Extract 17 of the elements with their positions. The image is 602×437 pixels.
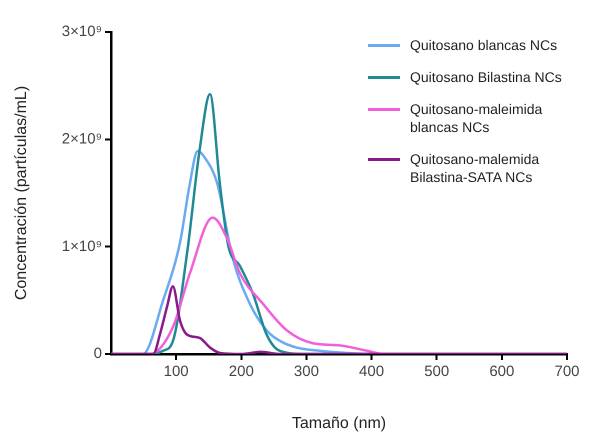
x-tick-label: 700 [554,363,580,380]
y-axis-title: Concentración (partículas/mL) [13,86,30,300]
y-tick-label: 3×10⁹ [62,23,102,40]
legend-label: Quitosano blancas NCs [410,36,558,54]
x-tick-label: 200 [228,363,254,380]
x-tick-label: 600 [489,363,514,380]
x-tick-label: 500 [424,363,450,380]
x-tick-label: 300 [294,363,319,380]
x-axis-title: Tamaño (nm) [292,414,386,432]
y-tick-label: 0 [94,345,102,362]
legend-label: Quitosano-maleimida blancas NCs [410,100,544,136]
legend-label: Quitosano Bilastina NCs [410,68,563,86]
y-tick-label: 1×10⁹ [62,238,102,255]
x-tick-label: 400 [359,363,384,380]
y-tick-label: 2×10⁹ [62,130,102,148]
legend-label: Quitosano-malemida Bilastina-SATA NCs [410,150,540,186]
x-tick-label: 100 [164,363,189,380]
